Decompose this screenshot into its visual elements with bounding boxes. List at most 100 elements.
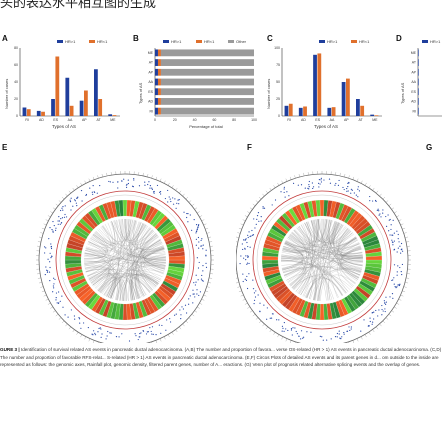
interaction-link bbox=[93, 221, 116, 245]
rainfall-point bbox=[169, 318, 171, 320]
interaction-link bbox=[323, 219, 332, 240]
panel-d-ylabel: Types of AS bbox=[400, 82, 405, 104]
x-tick-label: AD bbox=[39, 118, 44, 122]
interaction-link bbox=[84, 235, 158, 269]
interaction-link bbox=[125, 219, 142, 241]
bar bbox=[356, 99, 360, 116]
axis-tick bbox=[171, 185, 174, 188]
rainfall-point bbox=[194, 284, 196, 286]
axis-tick bbox=[41, 290, 45, 293]
axis-tick bbox=[179, 190, 182, 194]
rainfall-point bbox=[246, 263, 248, 265]
rainfall-point bbox=[85, 193, 88, 196]
rainfall-point bbox=[253, 218, 255, 220]
rainfall-point bbox=[205, 266, 208, 268]
rainfall-point bbox=[247, 245, 249, 248]
y-tick-label: 100 bbox=[274, 46, 280, 50]
rainfall-point bbox=[308, 186, 310, 188]
interaction-link bbox=[131, 279, 138, 300]
interaction-link bbox=[110, 245, 164, 299]
axis-tick bbox=[159, 338, 162, 342]
interaction-link bbox=[85, 261, 166, 270]
y-tick-label: 50 bbox=[276, 80, 280, 84]
rainfall-point bbox=[244, 278, 246, 280]
rainfall-point bbox=[117, 187, 119, 189]
rainfall-point bbox=[160, 332, 162, 334]
rainfall-point bbox=[201, 274, 203, 277]
bar-segment bbox=[157, 68, 161, 76]
rainfall-point bbox=[57, 220, 59, 222]
axis-tick bbox=[47, 215, 51, 218]
rainfall-point bbox=[54, 278, 56, 281]
rainfall-point bbox=[286, 191, 288, 193]
rainfall-point bbox=[62, 209, 64, 211]
rainfall-point bbox=[58, 291, 60, 293]
rainfall-point bbox=[360, 330, 362, 332]
interaction-link bbox=[95, 276, 121, 301]
interaction-link bbox=[285, 240, 363, 255]
bar-segment bbox=[157, 59, 161, 66]
rainfall-point bbox=[175, 207, 177, 209]
rainfall-point bbox=[246, 275, 248, 278]
rainfall-point bbox=[146, 331, 148, 333]
y-tick-label: AT bbox=[412, 61, 417, 65]
bar bbox=[360, 105, 365, 116]
axis-tick bbox=[262, 193, 265, 197]
interaction-link bbox=[99, 249, 165, 292]
interaction-link bbox=[341, 256, 363, 278]
axis-tick bbox=[277, 182, 280, 186]
axis-tick bbox=[236, 277, 238, 279]
bar bbox=[84, 90, 88, 116]
bar-segment bbox=[155, 49, 158, 57]
bar bbox=[79, 100, 84, 116]
rainfall-point bbox=[109, 332, 111, 334]
panel-b-legend-2-swatch bbox=[196, 40, 202, 43]
rainfall-point bbox=[195, 231, 198, 233]
rainfall-point bbox=[401, 250, 404, 252]
rainfall-point bbox=[397, 233, 399, 236]
rainfall-point bbox=[121, 333, 123, 335]
rainfall-point bbox=[50, 247, 53, 250]
bar-segment bbox=[155, 78, 158, 86]
interaction-link bbox=[327, 219, 344, 242]
caption-text: Identification of survival related AS ev… bbox=[0, 347, 442, 368]
rainfall-point bbox=[92, 184, 94, 187]
bar bbox=[370, 114, 375, 116]
rainfall-point bbox=[126, 183, 128, 185]
rainfall-point bbox=[389, 234, 391, 236]
rainfall-point bbox=[52, 291, 54, 293]
rainfall-point bbox=[177, 199, 179, 201]
rainfall-point bbox=[193, 219, 195, 221]
rainfall-point bbox=[242, 273, 244, 275]
y-tick-label: AT bbox=[149, 61, 154, 65]
bar bbox=[112, 115, 117, 116]
rainfall-point bbox=[60, 222, 63, 224]
axis-tick bbox=[206, 286, 210, 288]
rainfall-point bbox=[127, 182, 130, 185]
rainfall-point bbox=[44, 252, 46, 254]
rainfall-point bbox=[85, 194, 87, 197]
axis-tick bbox=[155, 176, 158, 180]
rainfall-point bbox=[326, 339, 328, 341]
axis-tick bbox=[38, 236, 42, 238]
rainfall-point bbox=[353, 192, 355, 194]
axis-tick bbox=[244, 215, 248, 218]
rainfall-point bbox=[394, 285, 396, 288]
heatmap-segment bbox=[319, 303, 325, 321]
interaction-link bbox=[129, 219, 145, 297]
axis-tick bbox=[194, 207, 198, 210]
rainfall-point bbox=[188, 303, 190, 305]
rainfall-point bbox=[176, 202, 178, 204]
axis-tick bbox=[72, 187, 75, 191]
interaction-link bbox=[329, 221, 338, 298]
axis-tick bbox=[348, 341, 350, 343]
rainfall-point bbox=[371, 323, 373, 325]
axis-tick bbox=[403, 232, 407, 234]
axis-tick bbox=[182, 193, 185, 197]
rainfall-point bbox=[98, 327, 100, 330]
axis-tick bbox=[199, 302, 203, 305]
rainfall-point bbox=[185, 312, 188, 314]
panel-c-legend-2-swatch bbox=[351, 40, 357, 43]
y-tick-label: 80 bbox=[14, 46, 18, 50]
rainfall-point bbox=[139, 332, 141, 335]
